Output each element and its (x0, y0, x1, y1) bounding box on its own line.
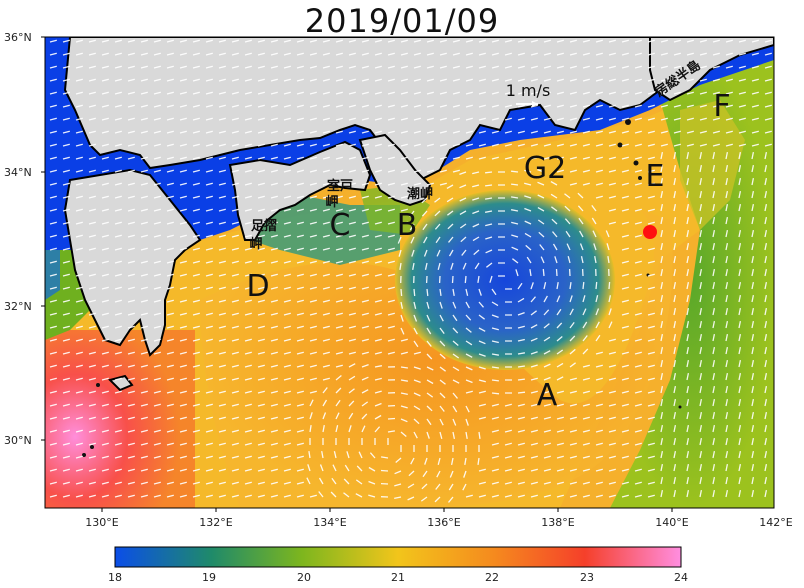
southwest-warm (45, 330, 195, 508)
scale-legend: 1 m/s (506, 81, 551, 107)
place-shiono: 潮岬 (407, 186, 433, 202)
current-vector-path (49, 39, 772, 503)
colorbar-tick-23: 23 (580, 571, 594, 584)
lon-label-132: 132°E (199, 516, 232, 529)
lon-label-130: 130°E (85, 516, 118, 529)
place-ashizuri-2: 岬 (249, 237, 262, 252)
place-ashizuri-1: 足摺 (251, 219, 277, 234)
colorbar-tick-19: 19 (202, 571, 216, 584)
region-label-a: A (537, 378, 558, 413)
kuroshio-core (200, 210, 673, 508)
region-label-g2: G2 (524, 151, 566, 186)
map-title: 2019/01/09 (304, 2, 500, 40)
lon-label-142: 142°E (759, 516, 792, 529)
lat-label-34: 34°N (4, 166, 32, 179)
colorbar-gradient (114, 546, 682, 568)
map-frame (44, 36, 775, 509)
lon-label-138: 138°E (541, 516, 574, 529)
colorbar: 18 19 20 21 22 23 24 (108, 546, 688, 584)
observation-point-marker (643, 225, 657, 239)
lat-axis: 36°N 34°N 32°N 30°N (4, 31, 45, 447)
region-label-b: B (397, 208, 418, 243)
colorbar-tick-22: 22 (485, 571, 499, 584)
region-labels: A B C D E F G2 (246, 89, 730, 413)
lon-label-134: 134°E (313, 516, 346, 529)
lon-axis: 130°E 132°E 134°E 136°E 138°E 140°E 142°… (85, 508, 793, 529)
colorbar-tick-21: 21 (391, 571, 405, 584)
colorbar-tick-18: 18 (108, 571, 122, 584)
land-shikoku (228, 140, 372, 241)
lat-label-36: 36°N (4, 31, 32, 44)
scale-label: 1 m/s (506, 81, 551, 100)
current-vectors (49, 39, 772, 503)
place-muroto-2: 岬 (325, 195, 338, 210)
colorbar-tick-24: 24 (674, 571, 688, 584)
izu-islands (82, 119, 682, 457)
region-label-e: E (646, 159, 665, 194)
lat-label-30: 30°N (4, 434, 32, 447)
lon-label-140: 140°E (655, 516, 688, 529)
lon-label-136: 136°E (427, 516, 460, 529)
colorbar-tick-20: 20 (297, 571, 311, 584)
region-label-f: F (713, 89, 730, 124)
region-label-d: D (246, 269, 269, 304)
region-label-c: C (330, 208, 351, 243)
lat-label-32: 32°N (4, 300, 32, 313)
west-coastal-blue (45, 245, 60, 300)
tosa-bay-water (250, 195, 400, 265)
place-muroto-1: 室戸 (327, 178, 353, 194)
